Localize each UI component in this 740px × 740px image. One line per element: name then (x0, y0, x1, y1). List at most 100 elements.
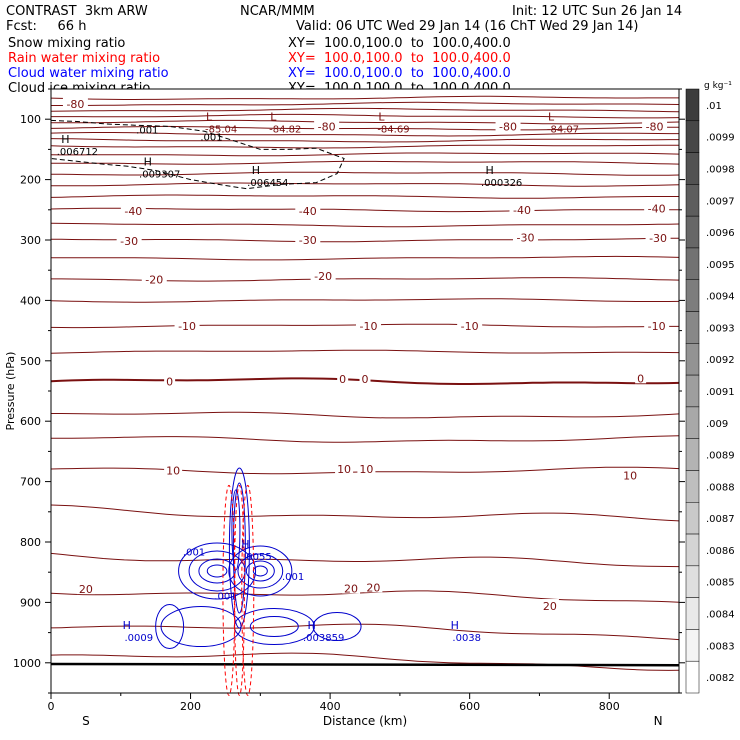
extremum-symbol: L (206, 110, 213, 123)
extremum-symbol: H (241, 538, 249, 551)
isotherm-label: -30 (120, 235, 138, 248)
rain-water-contour (233, 484, 245, 696)
colorbar-swatch (685, 660, 700, 694)
x-axis (50, 693, 610, 699)
cloud-ice-contour (50, 119, 345, 190)
cloud-water-contour (228, 545, 293, 597)
isotherm-label-bg (164, 463, 183, 476)
cloud-water-contour (237, 553, 284, 589)
extremum-symbol: H (308, 619, 316, 632)
y-tick-label: 900 (20, 596, 41, 609)
isotherm-label: -80 (646, 120, 664, 133)
colorbar-swatch (685, 215, 700, 249)
y-tick-label: 500 (20, 355, 41, 368)
extremum-symbol: H (252, 164, 260, 177)
isotherm-line (51, 411, 680, 419)
cloud-ice-label: .001 (200, 132, 222, 143)
colorbar-unit: g kg⁻¹ (704, 81, 732, 91)
isotherm-label: -30 (649, 232, 667, 245)
colorbar-swatch (685, 502, 700, 535)
x-end-label-north: N (654, 714, 663, 728)
init-time: Init: 12 UTC Sun 26 Jan 14 (512, 4, 683, 19)
isotherm-label-bg (540, 599, 559, 612)
isotherm-label: 20 (366, 581, 380, 594)
isotherm-line (50, 95, 679, 100)
isotherm-label-bg (335, 461, 354, 474)
legend-rain-label: Rain water mixing ratio (8, 51, 161, 66)
extremum-value: .0038 (452, 633, 481, 644)
rain-water-contour (241, 484, 255, 696)
isotherm-label: -10 (178, 320, 196, 333)
y-tick-label: 600 (20, 415, 41, 428)
legend-rain-xy: XY= 100.0,100.0 to 100.0,400.0 (288, 51, 511, 66)
extremum-value: .006454 (247, 178, 288, 189)
colorbar-label: .0082 (706, 673, 735, 684)
extremum-symbol: L (270, 110, 277, 123)
isotherm-label: -40 (299, 205, 317, 218)
cloud-water-contour (232, 482, 246, 614)
colorbar-label: .0096 (706, 228, 735, 239)
extremum-value: -84.07 (547, 124, 579, 135)
extremum-value: -84.69 (377, 124, 409, 135)
colorbar-label: .0085 (706, 578, 735, 589)
extremum-symbol: L (378, 110, 385, 123)
cloud-water-contour (206, 564, 228, 578)
extremum-symbol: H (144, 156, 152, 169)
isotherm-line (51, 435, 680, 443)
colorbar-swatch (685, 343, 700, 376)
y-tick-label: 300 (20, 234, 41, 247)
isotherm-label-bg (174, 318, 200, 331)
legend-snow-label: Snow mixing ratio (8, 36, 126, 51)
x-end-label-south: S (82, 714, 90, 728)
colorbar-label: .0095 (706, 260, 735, 271)
cloud-water-contour (245, 560, 275, 582)
y-tick-label: 200 (20, 174, 41, 187)
isotherm-label: -40 (648, 203, 666, 216)
isotherm-line (50, 125, 679, 131)
colorbar-label: .0089 (706, 451, 735, 462)
extremum-value: .003859 (303, 633, 344, 644)
isotherm-label: 0 (362, 373, 369, 386)
legend-snow-xy: XY= 100.0,100.0 to 100.0,400.0 (288, 36, 511, 51)
legend-cloud-water-xy: XY= 100.0,100.0 to 100.0,400.0 (288, 66, 511, 81)
isotherm-label: -30 (299, 234, 317, 247)
extremum-symbol: L (548, 110, 555, 123)
isotherm-label: -80 (66, 98, 84, 111)
y-tick-label: 800 (20, 536, 41, 549)
isotherm-line (50, 207, 679, 213)
colorbar-label: .0086 (706, 546, 735, 557)
isotherm-label-bg (342, 581, 361, 594)
isotherm-label-bg (644, 318, 670, 331)
isotherm-label-bg (357, 461, 376, 474)
isotherm-label-bg (314, 119, 340, 132)
colorbar-swatch (685, 184, 700, 217)
isotherm-label: -40 (124, 205, 142, 218)
isotherm-label-bg (295, 204, 321, 217)
cloud-ice-label: .001 (136, 126, 158, 137)
isotherm-label-bg (355, 318, 381, 331)
colorbar-swatch (685, 374, 700, 408)
isotherm-label-bg (509, 202, 535, 215)
x-tick-label: 0 (48, 700, 55, 713)
y-tick-label: 400 (20, 294, 41, 307)
cloud-water-label: .001 (214, 591, 236, 602)
x-tick-label: 800 (599, 700, 620, 713)
colorbar-swatch (685, 533, 700, 567)
colorbar-label: .009 (706, 419, 728, 430)
extremum-symbol: H (485, 164, 493, 177)
isotherm-line (50, 182, 680, 187)
isotherm-label-bg (512, 230, 538, 243)
isotherm-line (50, 107, 680, 113)
isotherm-label-bg (644, 201, 670, 214)
isotherm-label: 20 (344, 583, 358, 596)
extremum-symbol: H (123, 619, 131, 632)
isotherm-label: 0 (339, 373, 346, 386)
isotherm-line (50, 132, 679, 137)
extremum-value: .009307 (139, 170, 180, 181)
isotherm-label: -10 (648, 320, 666, 333)
isotherm-label-bg (295, 233, 321, 245)
cloud-water-contour (228, 467, 250, 629)
isotherm-line (51, 255, 680, 261)
isotherm-line (50, 194, 679, 199)
isotherm-label: 10 (166, 465, 180, 478)
